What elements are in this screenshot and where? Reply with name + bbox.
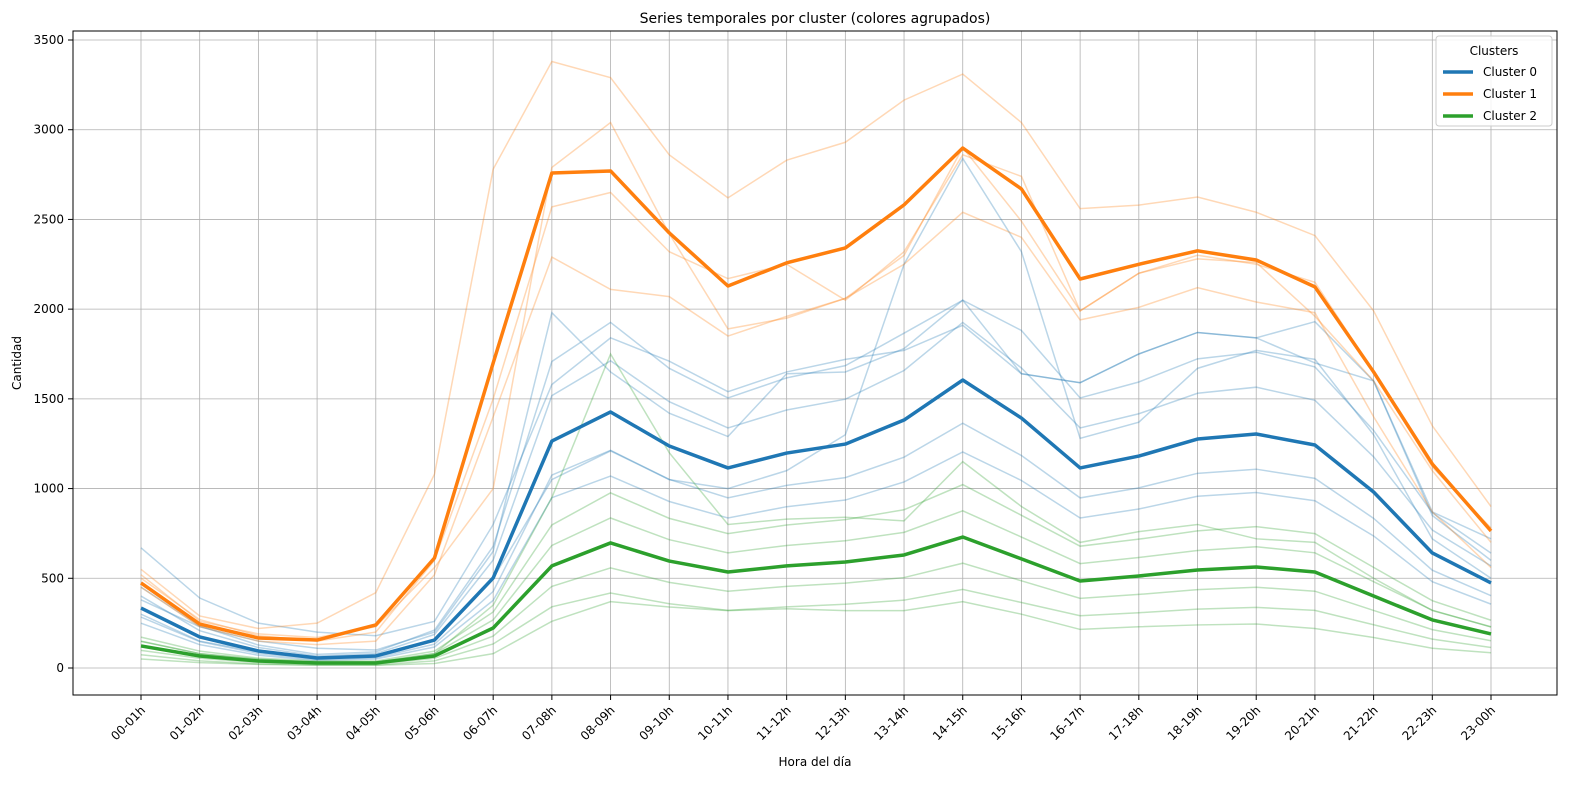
chart-title: Series temporales por cluster (colores a…: [640, 11, 991, 27]
x-tick-label: 14-15h: [930, 703, 970, 743]
x-tick-label: 00-01h: [108, 703, 148, 743]
x-tick-label: 18-19h: [1165, 703, 1205, 743]
cluster-0-member-line: [140, 299, 1492, 656]
x-tick-label: 12-13h: [813, 703, 853, 743]
y-tick-label: 2000: [33, 302, 64, 316]
cluster-0-member-line: [140, 321, 1492, 657]
y-tick-label: 2500: [33, 212, 64, 226]
x-tick-label: 15-16h: [989, 703, 1029, 743]
cluster-2-member-line: [140, 483, 1492, 662]
x-tick-label: 13-14h: [871, 703, 911, 743]
cluster-0-mean-line: [140, 378, 1492, 660]
cluster-1-member-line: [140, 60, 1492, 630]
x-tick-label: 19-20h: [1223, 703, 1263, 743]
x-tick-label: 10-11h: [695, 703, 735, 743]
x-axis-label: Hora del día: [779, 755, 852, 769]
y-tick-label: 3500: [33, 33, 64, 47]
x-tick-label: 04-05h: [343, 703, 383, 743]
cluster-1-member-line: [140, 211, 1492, 646]
y-tick-label: 0: [56, 661, 64, 675]
legend-entry: Cluster 1: [1483, 87, 1537, 101]
cluster-2-member-line: [140, 510, 1492, 663]
legend-entry: Cluster 0: [1483, 65, 1537, 79]
x-tick-label: 21-22h: [1341, 703, 1381, 743]
cluster-0-member-line: [140, 156, 1492, 658]
legend-title: Clusters: [1470, 44, 1519, 58]
x-tick-label: 09-10h: [636, 703, 676, 743]
legend-entry: Cluster 2: [1483, 109, 1537, 123]
y-tick-label: 500: [41, 571, 64, 585]
cluster-2-mean-line: [140, 535, 1492, 665]
y-tick-label: 1000: [33, 482, 64, 496]
cluster-0-member-line: [140, 299, 1492, 651]
cluster-0-member-line: [140, 324, 1492, 637]
x-tick-label: 02-03h: [226, 703, 266, 743]
x-tick-label: 06-07h: [460, 703, 500, 743]
legend: Clusters Cluster 0 Cluster 1 Cluster 2: [1435, 35, 1553, 127]
x-tick-label: 05-06h: [402, 703, 442, 743]
y-tick-label: 3000: [33, 123, 64, 137]
y-axis-label: Cantidad: [10, 336, 24, 390]
x-tick-label: 17-18h: [1106, 703, 1146, 743]
cluster-2-member-line: [140, 588, 1492, 666]
x-tick-label: 01-02h: [167, 703, 207, 743]
x-tick-label: 11-12h: [754, 703, 794, 743]
x-tick-label: 23-00h: [1458, 703, 1498, 743]
plot-area-frame: [72, 30, 1558, 696]
cluster-1-member-line: [140, 153, 1492, 642]
x-tick-label: 22-23h: [1399, 703, 1439, 743]
x-tick-label: 16-17h: [1047, 703, 1087, 743]
x-tick-label: 08-09h: [578, 703, 618, 743]
x-tick-label: 20-21h: [1282, 703, 1322, 743]
x-tick-label: 03-04h: [284, 703, 324, 743]
cluster-2-member-line: [140, 600, 1492, 667]
cluster-0-member-line: [140, 451, 1492, 662]
cluster-2-member-line: [140, 352, 1492, 664]
x-tick-label: 07-08h: [519, 703, 559, 743]
cluster-1-mean-line: [139, 146, 1493, 642]
y-tick-label: 1500: [33, 392, 64, 406]
cluster-1-member-line: [140, 121, 1492, 639]
